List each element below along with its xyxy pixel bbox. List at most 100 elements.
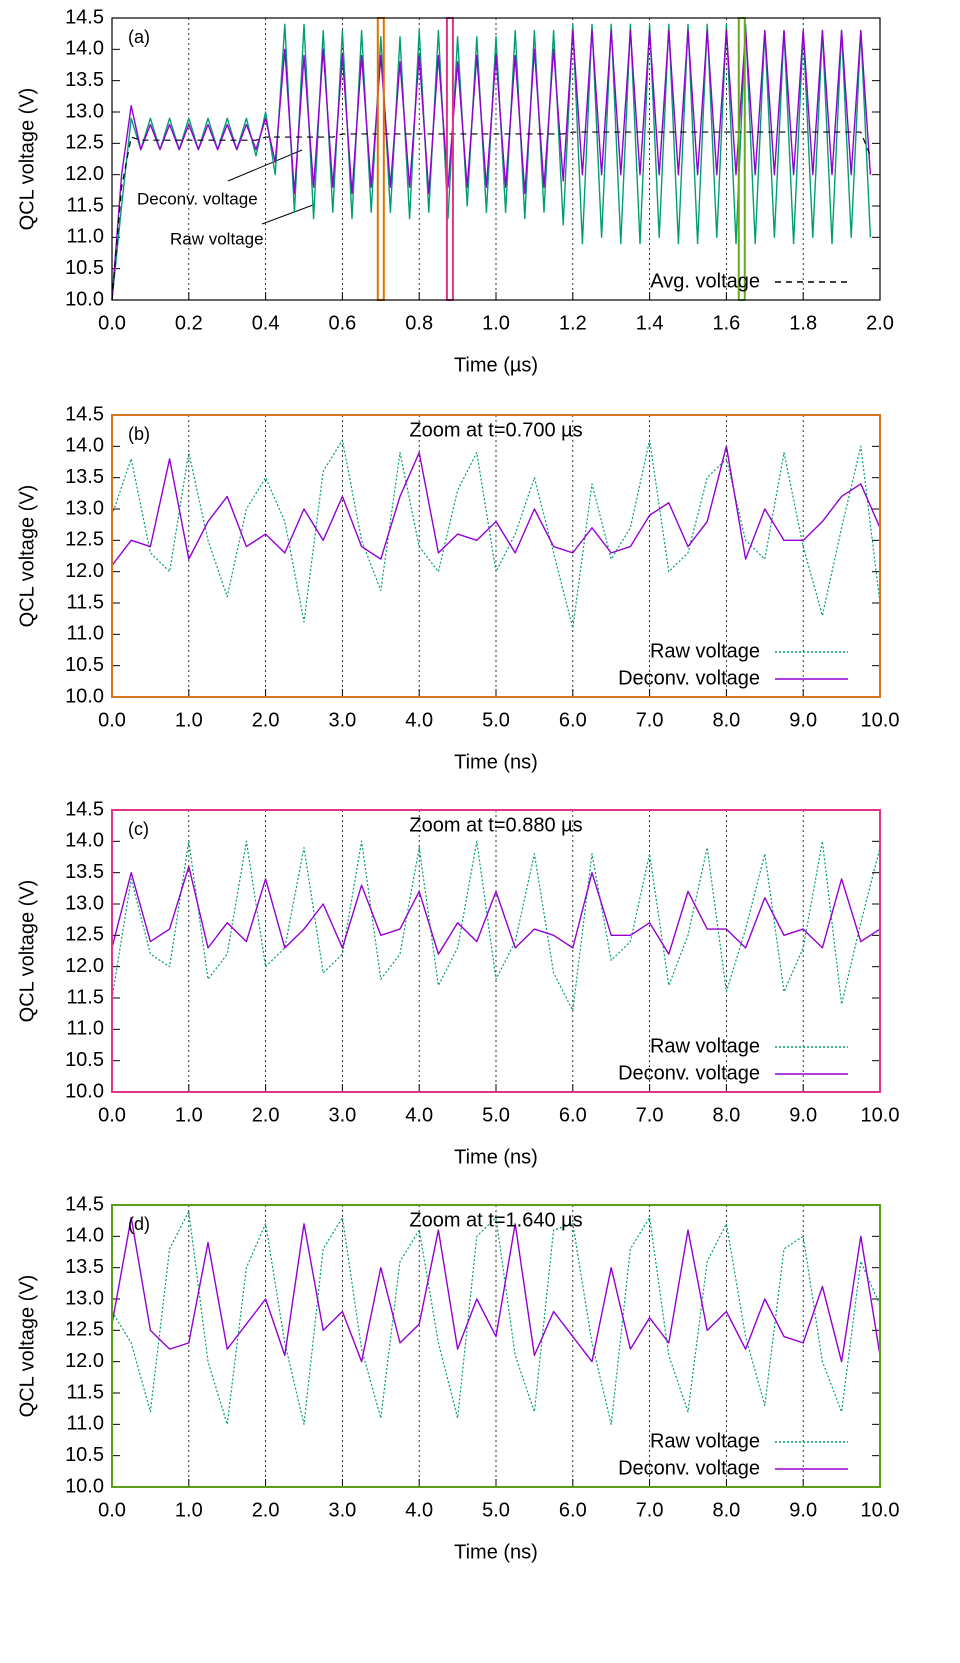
plot-frame	[111, 1204, 881, 1488]
y-tick-label: 14.5	[65, 1193, 104, 1215]
plot-frame	[111, 414, 881, 698]
legend-label: Deconv. voltage	[618, 1062, 760, 1084]
legend-label: Raw voltage	[650, 640, 760, 662]
panel: 0.0 1.0 2.0 3.0 4.0 5.0 6.0 7.0 8.0 9.0 10.0 10.0 10…	[16, 798, 899, 1168]
x-tick-label: 2.0	[866, 312, 894, 334]
series-line	[111, 439, 881, 629]
x-tick-label: 8.0	[712, 1104, 740, 1126]
x-axis-label: Time (ns)	[454, 751, 538, 773]
y-axis-label: QCL voltage (V)	[16, 880, 38, 1023]
series-line	[111, 1210, 881, 1425]
plot-frame	[111, 17, 881, 301]
x-tick-label: 1.4	[636, 312, 664, 334]
x-tick-label: 10.0	[861, 1104, 900, 1126]
y-tick-label: 13.0	[65, 892, 104, 914]
y-tick-label: 10.0	[65, 288, 104, 310]
y-tick-label: 13.0	[65, 1287, 104, 1309]
x-tick-label: 4.0	[405, 1104, 433, 1126]
y-tick-label: 10.0	[65, 1475, 104, 1497]
y-tick-label: 13.0	[65, 497, 104, 519]
y-tick-label: 12.5	[65, 924, 104, 946]
y-tick-label: 14.0	[65, 435, 104, 457]
x-tick-label: 0.0	[98, 1499, 126, 1521]
x-tick-label: 2.0	[252, 709, 280, 731]
y-tick-label: 12.5	[65, 529, 104, 551]
y-tick-label: 10.5	[65, 1049, 104, 1071]
x-tick-label: 5.0	[482, 1104, 510, 1126]
y-tick-label: 14.5	[65, 798, 104, 820]
y-tick-label: 12.0	[65, 955, 104, 977]
x-tick-label: 1.0	[175, 709, 203, 731]
x-tick-label: 7.0	[636, 1499, 664, 1521]
chart-title: Zoom at t=0.880 µs	[409, 814, 582, 836]
x-axis-label: Time (ns)	[454, 1541, 538, 1563]
y-tick-label: 10.0	[65, 1080, 104, 1102]
y-tick-label: 14.0	[65, 38, 104, 60]
x-tick-label: 0.0	[98, 709, 126, 731]
y-tick-label: 10.0	[65, 685, 104, 707]
y-tick-label: 13.5	[65, 466, 104, 488]
y-axis-label: QCL voltage (V)	[16, 485, 38, 628]
y-tick-label: 10.5	[65, 654, 104, 676]
x-tick-label: 3.0	[328, 1104, 356, 1126]
x-tick-label: 5.0	[482, 1499, 510, 1521]
x-tick-label: 8.0	[712, 1499, 740, 1521]
x-axis-label: Time (µs)	[454, 354, 538, 376]
x-tick-label: 2.0	[252, 1499, 280, 1521]
plot-frame	[111, 809, 881, 1093]
x-tick-label: 2.0	[252, 1104, 280, 1126]
x-tick-label: 4.0	[405, 709, 433, 731]
x-tick-label: 6.0	[559, 1104, 587, 1126]
x-tick-label: 7.0	[636, 1104, 664, 1126]
panel: 0.0 1.0 2.0 3.0 4.0 5.0 6.0 7.0 8.0 9.0 10.0 10.0 10…	[16, 1193, 899, 1563]
panel-label: (b)	[128, 424, 150, 444]
y-tick-label: 13.5	[65, 1256, 104, 1278]
y-axis-label: QCL voltage (V)	[16, 88, 38, 231]
x-tick-label: 1.2	[559, 312, 587, 334]
y-tick-label: 11.0	[67, 623, 104, 645]
y-tick-label: 11.0	[67, 226, 104, 248]
x-tick-label: 1.0	[175, 1499, 203, 1521]
y-tick-label: 13.5	[65, 69, 104, 91]
x-tick-label: 1.8	[789, 312, 817, 334]
time-marker	[737, 17, 746, 301]
x-tick-label: 10.0	[861, 1499, 900, 1521]
y-tick-label: 12.5	[65, 132, 104, 154]
x-tick-label: 3.0	[328, 1499, 356, 1521]
y-tick-label: 13.5	[65, 861, 104, 883]
panel: 0.0 0.2 0.4 0.6 0.8 1.0 1.2 1.4 1.6 1.8 2.0 10.0 10.…	[16, 6, 894, 376]
y-tick-label: 12.0	[65, 1350, 104, 1372]
x-tick-label: 0.2	[175, 312, 203, 334]
x-tick-label: 3.0	[328, 709, 356, 731]
panel-label: (a)	[128, 27, 150, 47]
series-annotation: Raw voltage	[170, 229, 264, 248]
y-tick-label: 10.5	[65, 257, 104, 279]
x-tick-label: 1.6	[712, 312, 740, 334]
x-tick-label: 0.0	[98, 312, 126, 334]
x-tick-label: 6.0	[559, 1499, 587, 1521]
panel-label: (c)	[128, 819, 149, 839]
x-tick-label: 7.0	[636, 709, 664, 731]
y-tick-label: 11.0	[67, 1018, 104, 1040]
y-tick-label: 14.5	[65, 403, 104, 425]
series-line	[111, 840, 881, 1012]
y-tick-label: 11.5	[67, 591, 104, 613]
x-tick-label: 8.0	[712, 709, 740, 731]
series-line	[111, 445, 881, 566]
y-tick-label: 11.0	[67, 1413, 104, 1435]
legend-label: Raw voltage	[650, 1035, 760, 1057]
y-tick-label: 11.5	[67, 194, 104, 216]
y-tick-label: 11.5	[67, 986, 104, 1008]
x-tick-label: 0.8	[405, 312, 433, 334]
y-tick-label: 14.0	[65, 830, 104, 852]
legend-label: Deconv. voltage	[618, 1457, 760, 1479]
panel-label: (d)	[128, 1214, 150, 1234]
legend-label: Raw voltage	[650, 1430, 760, 1452]
y-tick-label: 14.0	[65, 1225, 104, 1247]
x-tick-label: 0.6	[328, 312, 356, 334]
y-tick-label: 11.5	[67, 1381, 104, 1403]
x-tick-label: 0.4	[252, 312, 280, 334]
series-annotation: Deconv. voltage	[137, 189, 258, 208]
